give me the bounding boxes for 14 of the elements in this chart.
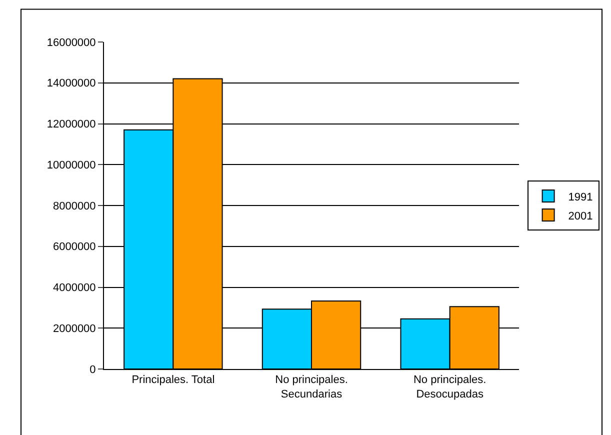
x-tick-label: No principales. Secundarias [275, 374, 348, 400]
y-tick-label: 14000000 [46, 78, 96, 90]
legend-label: 1991 [568, 191, 593, 204]
y-tick-label: 12000000 [46, 118, 96, 131]
x-tick-label: No principales. Desocupadas [413, 374, 486, 400]
legend-label: 2001 [568, 210, 593, 222]
y-tick-label: 6000000 [52, 241, 96, 254]
y-tick-label: 10000000 [46, 159, 96, 172]
y-tick-label: 0 [90, 364, 96, 376]
y-tick-label: 16000000 [46, 36, 96, 49]
x-tick-label: Principales. Total [132, 374, 215, 386]
y-tick-label: 8000000 [52, 200, 96, 212]
y-tick-label: 4000000 [52, 282, 96, 294]
y-tick-label: 2000000 [52, 322, 96, 335]
